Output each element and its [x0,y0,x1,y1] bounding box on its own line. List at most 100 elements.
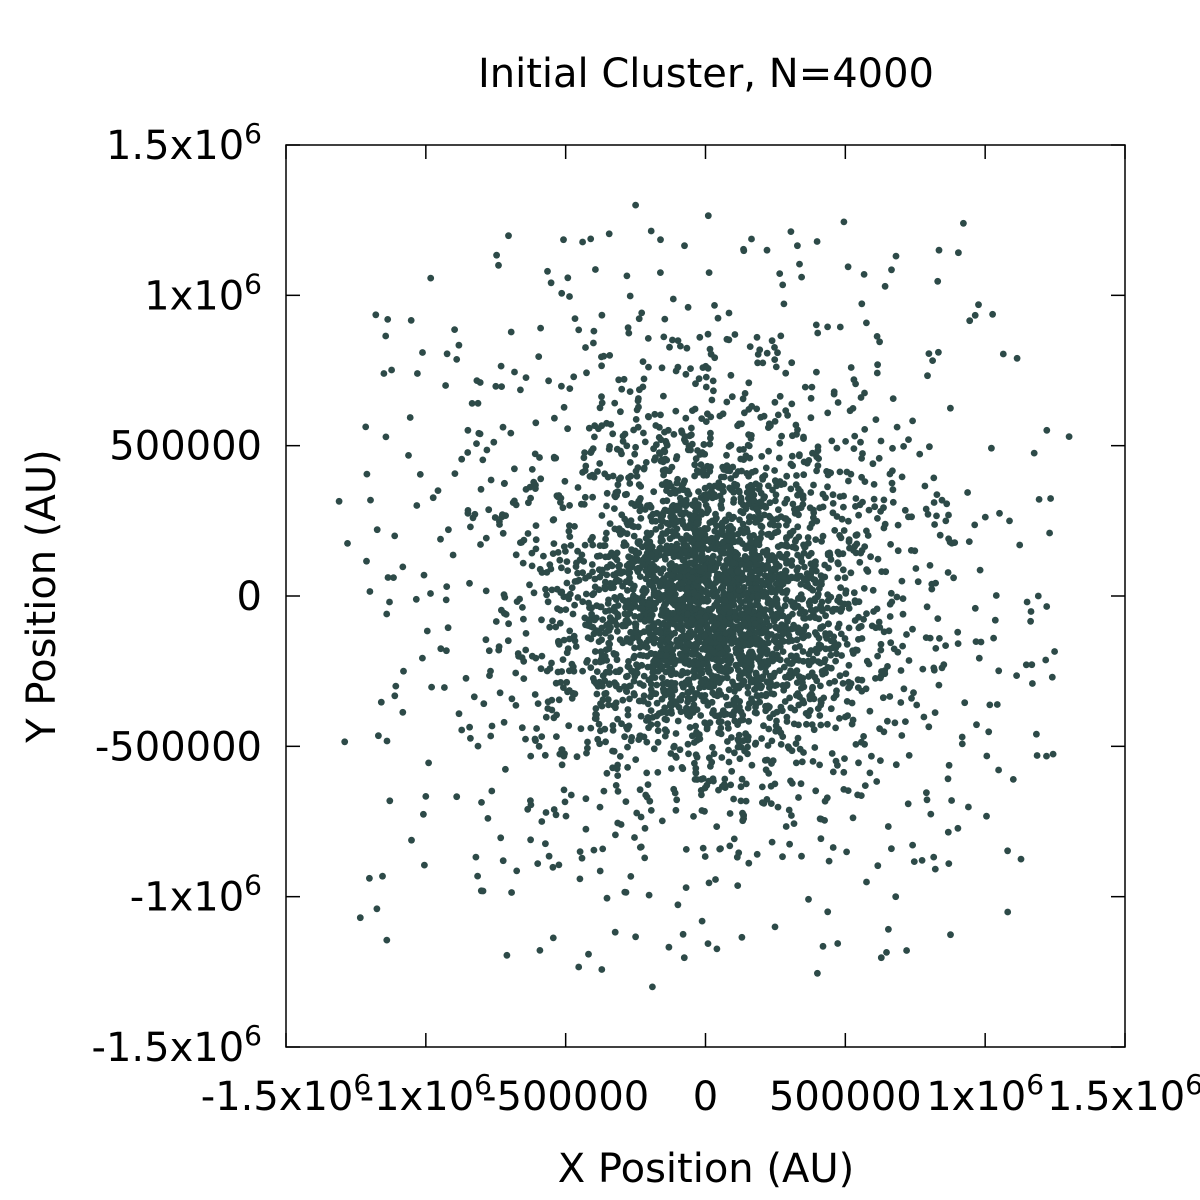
data-point [737,455,745,463]
data-point [766,499,774,507]
data-point [788,812,795,819]
data-point [744,441,752,449]
y-tick-label: 500000 [109,424,262,470]
data-point [647,707,655,714]
data-point [806,601,814,609]
data-point [732,471,739,479]
data-point [710,387,717,395]
data-point [373,905,381,913]
data-point [886,693,894,700]
data-point [657,523,665,530]
data-point [736,703,743,711]
data-point [624,587,631,594]
data-point [684,740,692,748]
data-point [858,300,866,308]
data-point [891,719,899,727]
data-point [585,424,593,432]
data-point [491,514,499,521]
data-point [753,574,761,582]
data-point [477,485,485,493]
data-point [363,557,370,565]
data-point [745,717,753,725]
data-point [623,272,631,280]
data-point [690,813,697,820]
data-point [636,680,644,687]
data-point [740,619,748,626]
data-point [934,277,942,285]
data-point [708,396,716,404]
data-point [560,684,567,691]
data-point [642,639,650,647]
data-point [692,605,699,613]
data-point [621,733,628,741]
data-point [697,654,705,662]
data-point [697,530,705,537]
data-point [909,417,916,425]
data-point [399,708,407,716]
data-point [876,624,884,631]
data-point [763,246,771,254]
data-point [392,682,400,690]
data-point [776,270,784,277]
data-point [771,418,779,425]
data-point [834,624,842,631]
data-point [474,399,482,407]
data-point [458,726,466,734]
data-point [571,315,579,322]
data-point [699,844,707,852]
data-point [780,686,788,694]
data-point [807,573,815,581]
data-point [824,323,831,331]
data-point [679,556,687,564]
data-point [710,707,717,714]
data-point [815,615,823,623]
data-point [938,496,946,504]
data-point [792,544,800,552]
data-point [728,640,735,647]
data-point [595,566,603,574]
data-point [729,463,737,471]
data-point [656,449,663,457]
data-point [561,477,569,485]
data-point [718,497,726,504]
data-point [884,823,892,830]
data-point [779,281,787,289]
data-point [555,492,563,499]
data-point [667,750,675,757]
data-point [904,800,912,808]
data-point [646,501,654,509]
data-point [736,446,744,453]
data-point [716,412,724,420]
data-point [636,844,644,851]
data-point [580,454,588,462]
data-point [657,636,664,643]
data-point [920,713,928,721]
data-point [661,448,669,456]
data-point [758,783,766,791]
data-point [678,580,686,587]
data-point [944,569,952,576]
data-point [877,437,885,445]
data-point [657,511,665,519]
data-point [813,368,820,376]
data-point [730,701,738,709]
data-point [834,559,842,567]
data-point [546,623,554,631]
data-point [873,605,881,613]
data-point [788,400,796,408]
data-point [640,628,648,636]
data-point [839,680,847,687]
data-point [763,649,771,656]
data-point [598,512,606,519]
data-point [632,550,640,558]
data-point [649,983,656,991]
data-point [659,497,667,505]
data-point [591,433,598,441]
data-point [850,589,858,597]
data-point [757,498,765,506]
data-point [771,923,779,931]
data-point [443,647,450,655]
data-point [889,444,896,452]
data-point [598,399,606,407]
data-point [872,416,880,423]
